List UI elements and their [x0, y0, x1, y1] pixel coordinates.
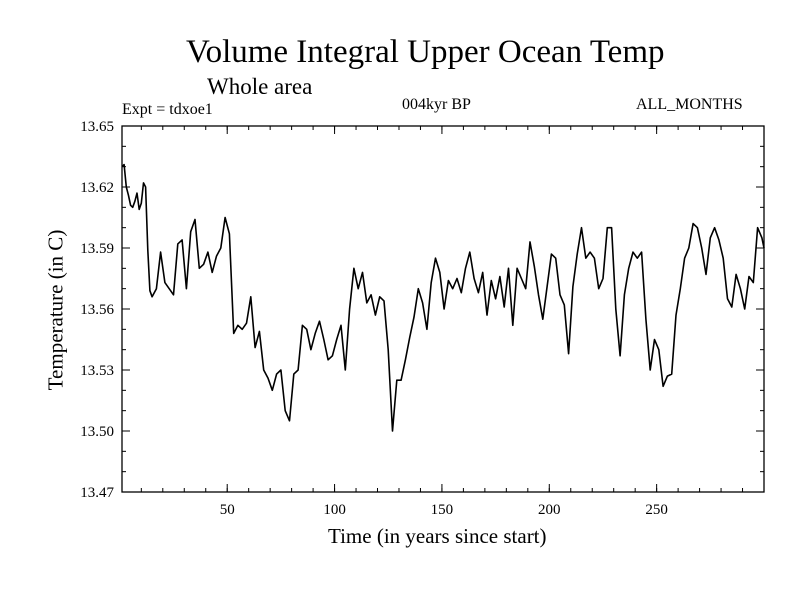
y-tick-label: 13.59 [80, 241, 114, 257]
x-tick-label: 200 [538, 502, 561, 518]
x-axis-label: Time (in years since start) [328, 524, 547, 548]
y-tick-label: 13.50 [80, 424, 114, 440]
y-tick-label: 13.53 [80, 363, 114, 379]
temperature-series-line [121, 163, 765, 432]
y-tick-label: 13.47 [80, 485, 114, 501]
plot-frame [121, 125, 765, 493]
chart-title: Volume Integral Upper Ocean Temp [186, 34, 665, 70]
months-label: ALL_MONTHS [636, 96, 743, 113]
chart-subtitle: Whole area [207, 74, 313, 99]
experiment-label: Expt = tdxoe1 [122, 101, 213, 118]
y-tick-label: 13.65 [80, 119, 114, 135]
tick-labels: 50 100 150 200 250 13.47 13.50 13.53 13.56 13.59 1… [80, 119, 668, 518]
period-label: 004kyr BP [402, 96, 471, 113]
x-tick-label: 250 [645, 502, 668, 518]
x-tick-label: 100 [323, 502, 346, 518]
x-tick-label: 50 [220, 502, 235, 518]
x-tick-label: 150 [431, 502, 454, 518]
y-tick-label: 13.62 [80, 180, 114, 196]
y-tick-label: 13.56 [80, 302, 114, 318]
tick-marks [122, 125, 764, 493]
